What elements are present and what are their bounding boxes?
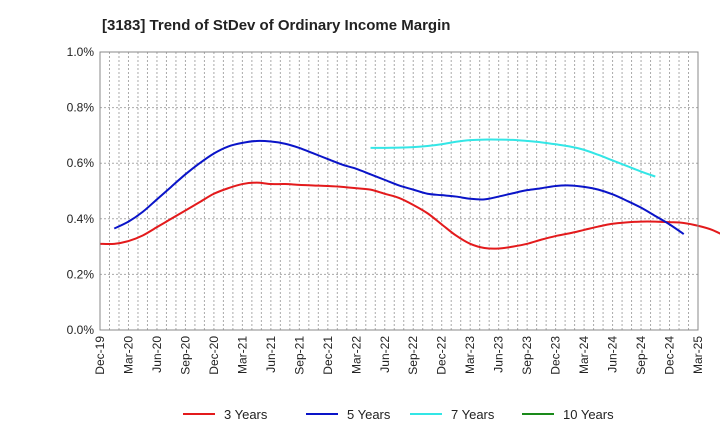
- x-axis-ticks: Dec-19 Mar-20 Jun-20 Sep-20 Dec-20 Mar-21 Jun-…: [93, 336, 705, 375]
- legend-label-10-years: 10 Years: [563, 407, 614, 422]
- x-tick-label: Dec-19: [93, 336, 107, 375]
- chart-title: [3183] Trend of StDev of Ordinary Income…: [102, 17, 450, 34]
- x-tick-label: Jun-24: [606, 336, 620, 373]
- series-line-3-years: [99, 181, 720, 250]
- x-tick-label: Sep-23: [520, 336, 534, 375]
- y-tick-label: 1.0%: [67, 45, 95, 59]
- x-tick-label: Jun-22: [378, 336, 392, 373]
- legend-label-3-years: 3 Years: [224, 407, 268, 422]
- x-tick-label: Jun-20: [150, 336, 164, 373]
- legend: 3 Years 5 Years 7 Years 10 Years: [183, 407, 614, 422]
- x-tick-label: Dec-23: [549, 336, 563, 375]
- x-tick-label: Jun-21: [264, 336, 278, 373]
- plot-area: [100, 52, 698, 330]
- x-tick-label: Dec-22: [435, 336, 449, 375]
- y-axis-ticks: 0.0% 0.2% 0.4% 0.6% 0.8% 1.0%: [67, 45, 95, 337]
- x-tick-label: Dec-21: [321, 336, 335, 375]
- x-tick-label: Dec-24: [663, 336, 677, 375]
- y-tick-label: 0.6%: [67, 156, 95, 170]
- y-tick-label: 0.2%: [67, 267, 95, 281]
- x-tick-label: Sep-24: [634, 336, 648, 375]
- x-tick-label: Mar-25: [691, 336, 705, 374]
- x-tick-label: Mar-24: [577, 336, 591, 374]
- y-tick-label: 0.4%: [67, 212, 95, 226]
- legend-label-7-years: 7 Years: [451, 407, 495, 422]
- plot-border: [99, 51, 699, 331]
- x-tick-label: Sep-21: [292, 336, 306, 375]
- legend-label-5-years: 5 Years: [347, 407, 391, 422]
- series-line-7-years: [370, 138, 656, 178]
- x-tick-label: Mar-22: [349, 336, 363, 374]
- x-tick-label: Jun-23: [492, 336, 506, 373]
- series-line-5-years: [113, 139, 685, 235]
- series-layer: [99, 138, 720, 250]
- x-tick-label: Mar-23: [463, 336, 477, 374]
- x-tick-label: Dec-20: [207, 336, 221, 375]
- y-tick-label: 0.8%: [67, 101, 95, 115]
- x-tick-label: Mar-21: [235, 336, 249, 374]
- x-tick-label: Sep-22: [406, 336, 420, 375]
- x-tick-label: Sep-20: [178, 336, 192, 375]
- y-tick-label: 0.0%: [67, 323, 95, 337]
- x-tick-label: Mar-20: [121, 336, 135, 374]
